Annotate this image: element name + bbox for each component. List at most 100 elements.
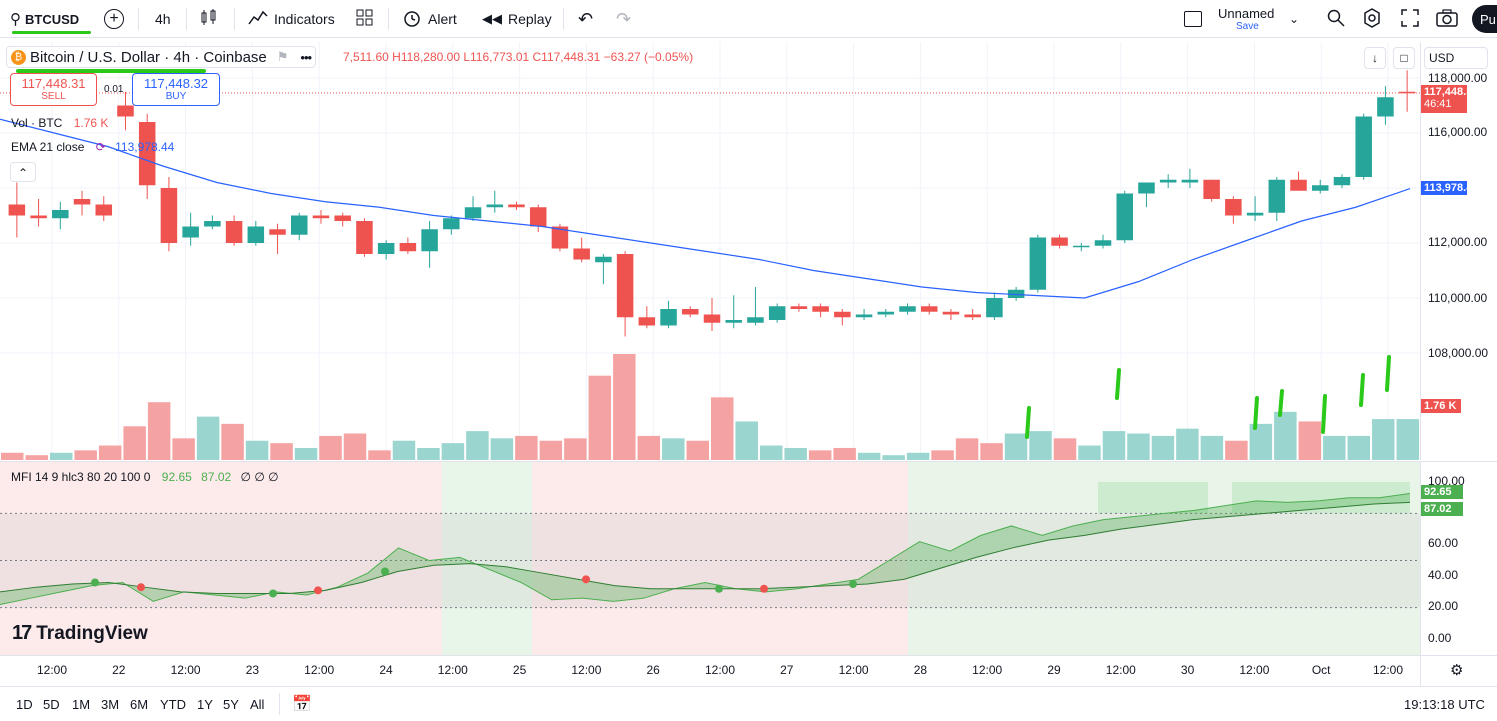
- snapshot-button[interactable]: [1436, 0, 1458, 38]
- compare-button[interactable]: +: [104, 0, 124, 38]
- candle-body: [834, 311, 851, 318]
- range-ytd-button[interactable]: YTD: [160, 697, 186, 712]
- candle-body: [1203, 179, 1220, 199]
- price-pane[interactable]: [0, 42, 1420, 460]
- candles-icon: [200, 8, 218, 31]
- crossover-dot: [91, 578, 99, 587]
- collapse-legend-button[interactable]: ⌃: [10, 162, 36, 182]
- time-label: 29: [1047, 663, 1061, 677]
- range-5d-button[interactable]: 5D: [43, 697, 60, 712]
- highlight-marker: [1278, 389, 1284, 417]
- mfi-tag: 92.65: [1421, 485, 1463, 499]
- crossover-dot: [582, 575, 590, 584]
- sell-button[interactable]: 117,448.31 SELL: [10, 73, 97, 106]
- goto-date-button[interactable]: 📅: [292, 694, 312, 714]
- sell-price: 117,448.31: [21, 76, 86, 91]
- layout-dropdown[interactable]: ⌄: [1289, 0, 1299, 38]
- mfi-zone-bg: [442, 462, 532, 655]
- alert-button[interactable]: Alert: [402, 0, 457, 38]
- mfi-value: 92.65: [161, 470, 192, 484]
- fullscreen-button[interactable]: [1401, 0, 1419, 38]
- candle-body: [747, 317, 764, 323]
- mfi-signal-tag: 87.02: [1421, 502, 1463, 516]
- volume-bar: [711, 397, 734, 460]
- volume-legend[interactable]: Vol · BTC 1.76 K: [11, 116, 108, 130]
- symbol-search[interactable]: ⚲ BTCUSD: [10, 0, 79, 38]
- layout-name-button[interactable]: Unnamed Save: [1218, 0, 1274, 38]
- highlight-marker: [1359, 373, 1365, 407]
- range-1d-button[interactable]: 1D: [16, 697, 33, 712]
- time-label: 12:00: [36, 663, 68, 677]
- grid-icon: [356, 9, 374, 30]
- range-1y-button[interactable]: 1Y: [197, 697, 213, 712]
- crossover-dot: [381, 567, 389, 576]
- candle-body: [247, 226, 265, 243]
- range-all-button[interactable]: All: [250, 697, 265, 712]
- maximize-pane-button[interactable]: □: [1393, 47, 1415, 69]
- layout-checkbox[interactable]: [1184, 0, 1202, 38]
- volume-bar: [417, 447, 440, 460]
- candle-body: [986, 298, 1003, 318]
- mfi-zone-bg: [0, 462, 442, 655]
- quick-search-button[interactable]: [1326, 0, 1346, 38]
- range-3m-button[interactable]: 3M: [101, 697, 120, 712]
- volume-bar: [931, 450, 954, 460]
- settings-button[interactable]: [1362, 0, 1382, 38]
- candle-body: [399, 243, 417, 252]
- volume-value: 1.76 K: [73, 116, 109, 130]
- candle-body: [464, 207, 482, 219]
- time-label: 27: [780, 663, 794, 677]
- currency-selector[interactable]: USD: [1424, 47, 1488, 69]
- interval-button[interactable]: 4h: [155, 11, 171, 27]
- axis-corner: [1420, 655, 1497, 686]
- candle-body: [942, 311, 960, 315]
- volume-bar: [1176, 428, 1199, 460]
- candle-body: [1333, 177, 1351, 186]
- time-label: 12:00: [170, 663, 201, 677]
- tradingview-logo[interactable]: 17 TradingView: [12, 622, 148, 645]
- price-label: 118,000.00: [1428, 71, 1488, 85]
- chart-settings-button[interactable]: ⚙: [1450, 661, 1463, 679]
- mfi-pane[interactable]: [0, 461, 1420, 655]
- volume-bar: [833, 447, 856, 460]
- mfi-legend[interactable]: MFI 14 9 hlc3 80 20 100 0 92.65 87.02 ∅ …: [11, 470, 279, 484]
- arrow-down-icon: ↓: [1372, 51, 1378, 65]
- publish-button[interactable]: Pu: [1472, 5, 1497, 33]
- symbol-legend[interactable]: ₿ Bitcoin / U.S. Dollar · 4h · Coinbase …: [6, 46, 317, 68]
- candle-body: [1051, 237, 1068, 246]
- volume-bar: [270, 443, 293, 460]
- volume-bar: [25, 455, 48, 460]
- volume-bar: [368, 450, 391, 460]
- ema-legend[interactable]: EMA 21 close ⟳ 113,978.44: [11, 140, 174, 154]
- candle-body: [855, 314, 873, 318]
- indicators-button[interactable]: Indicators: [248, 0, 335, 38]
- undo-button[interactable]: ↶: [578, 0, 593, 38]
- mfi-zone-bg: [532, 462, 908, 655]
- more-icon[interactable]: •••: [300, 49, 312, 65]
- ema-line: [0, 118, 1411, 299]
- mfi-axis[interactable]: [1420, 461, 1497, 655]
- layouts-button[interactable]: [356, 0, 374, 38]
- chart-type-button[interactable]: [200, 0, 218, 38]
- candle-body: [529, 207, 547, 227]
- replay-button[interactable]: ◀◀ Replay: [482, 0, 552, 38]
- crossover-dot: [137, 583, 145, 592]
- candle-body: [768, 306, 786, 320]
- ema-price-tag: 113,978.44: [1421, 181, 1478, 195]
- crossover-dot: [314, 586, 322, 595]
- range-5y-button[interactable]: 5Y: [223, 697, 239, 712]
- range-6m-button[interactable]: 6M: [130, 697, 149, 712]
- time-label: 12:00: [838, 663, 869, 677]
- range-1m-button[interactable]: 1M: [72, 697, 91, 712]
- price-axis[interactable]: [1420, 42, 1497, 460]
- mfi-empty-values: ∅ ∅ ∅: [240, 470, 279, 484]
- volume-bar: [1151, 435, 1175, 460]
- redo-button[interactable]: ↷: [616, 0, 631, 38]
- bottom-toolbar: 1D 5D 1M 3M 6M YTD 1Y 5Y All 📅 19:13:18 UTC: [0, 686, 1497, 721]
- green-underline-marker: [16, 69, 206, 73]
- volume-bar: [294, 447, 318, 460]
- volume-bar: [1274, 411, 1297, 460]
- buy-button[interactable]: 117,448.32 BUY: [132, 73, 220, 106]
- scroll-down-button[interactable]: ↓: [1364, 47, 1386, 69]
- time-axis[interactable]: 12:00 22 12:00 23 12:00 24 12:00 25 12:00 26 12:00…: [0, 655, 1420, 686]
